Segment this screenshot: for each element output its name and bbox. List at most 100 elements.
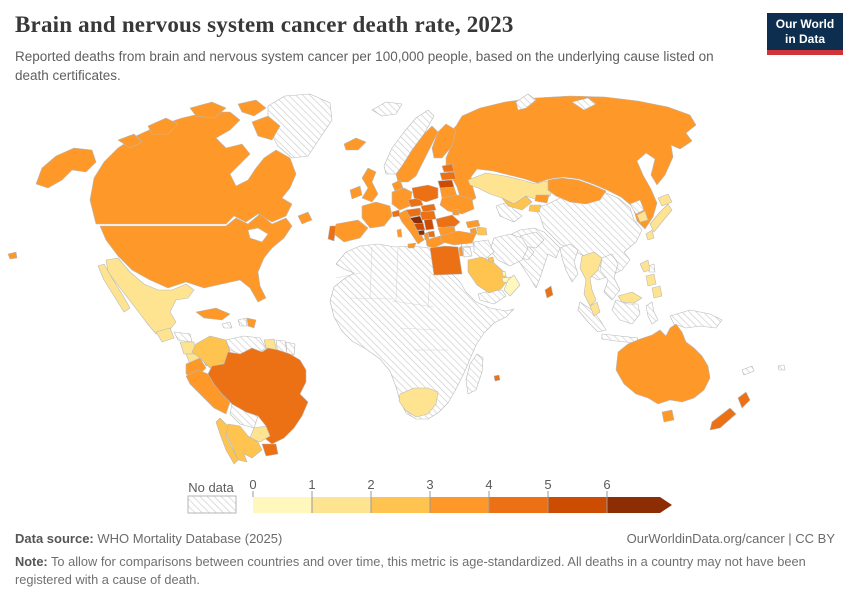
country-tajikistan[interactable] <box>528 204 542 213</box>
country-baffin[interactable] <box>251 115 281 141</box>
country-south-korea[interactable] <box>636 210 649 223</box>
country-new-zealand[interactable] <box>709 391 751 431</box>
country-georgia[interactable] <box>465 219 481 229</box>
country-greenland[interactable] <box>267 93 333 159</box>
country-armenia[interactable] <box>469 227 478 235</box>
country-denmark[interactable] <box>391 179 404 192</box>
world-choropleth-map[interactable] <box>0 90 850 475</box>
country-borneo[interactable] <box>611 299 641 325</box>
legend-color-scale[interactable] <box>253 497 672 513</box>
country-iraq[interactable] <box>473 239 495 261</box>
country-madagascar[interactable] <box>465 353 484 395</box>
country-novaya-zemlya[interactable] <box>515 93 537 111</box>
country-israel[interactable] <box>458 245 464 257</box>
country-finland[interactable] <box>431 123 457 159</box>
country-uruguay[interactable] <box>261 443 279 457</box>
country-brazil[interactable] <box>207 347 309 445</box>
country-java[interactable] <box>601 333 639 344</box>
country-cuba[interactable] <box>195 307 231 321</box>
country-japan[interactable] <box>645 193 673 241</box>
country-kuwait[interactable] <box>487 256 495 263</box>
country-haiti[interactable] <box>237 317 248 327</box>
country-indochina[interactable] <box>599 253 621 301</box>
country-honduras[interactable] <box>173 331 193 343</box>
country-china[interactable] <box>533 187 643 281</box>
country-hungary[interactable] <box>419 210 437 221</box>
country-mauritius[interactable] <box>493 374 501 382</box>
country-malaysia-borneo[interactable] <box>617 291 643 304</box>
country-spain[interactable] <box>333 219 369 243</box>
country-mexico[interactable] <box>105 257 195 335</box>
country-australia[interactable] <box>615 323 711 405</box>
country-canada-arctic[interactable] <box>117 99 267 149</box>
country-norway[interactable] <box>383 109 435 175</box>
country-slovakia[interactable] <box>420 203 437 213</box>
country-lithuania[interactable] <box>437 179 455 189</box>
country-romania[interactable] <box>435 214 461 230</box>
country-french-guiana[interactable] <box>285 341 296 356</box>
country-azerbaijan[interactable] <box>476 226 488 236</box>
country-sicily[interactable] <box>407 242 417 249</box>
country-ukraine[interactable] <box>439 194 475 215</box>
country-uk[interactable] <box>361 167 379 203</box>
country-bosnia[interactable] <box>413 222 426 231</box>
country-moldova[interactable] <box>451 208 460 216</box>
country-jamaica[interactable] <box>221 321 233 329</box>
country-usa[interactable] <box>99 213 293 303</box>
country-philippines[interactable] <box>639 259 663 299</box>
map-legend[interactable]: No data 0 1 2 3 4 5 6 <box>0 476 850 521</box>
country-sri-lanka[interactable] <box>544 285 554 299</box>
country-newfoundland[interactable] <box>297 211 313 225</box>
country-dominican-republic[interactable] <box>246 317 257 329</box>
country-hawaii[interactable] <box>7 251 18 260</box>
country-north-macedonia[interactable] <box>427 230 436 238</box>
country-russia[interactable] <box>445 95 697 230</box>
country-iceland[interactable] <box>343 137 367 151</box>
country-chile[interactable] <box>215 417 239 465</box>
country-new-siberian-islands[interactable] <box>571 97 597 111</box>
country-north-korea[interactable] <box>629 199 645 215</box>
country-paraguay[interactable] <box>249 425 271 443</box>
country-kyrgyzstan[interactable] <box>534 194 550 204</box>
country-new-guinea[interactable] <box>669 309 723 329</box>
country-portugal[interactable] <box>327 225 337 242</box>
country-ireland[interactable] <box>349 185 363 200</box>
country-uzbekistan[interactable] <box>501 195 533 211</box>
country-saudi-arabia[interactable] <box>467 256 509 294</box>
country-greece[interactable] <box>425 235 445 249</box>
country-baja[interactable] <box>97 263 131 313</box>
country-estonia[interactable] <box>441 163 455 173</box>
country-guatemala[interactable] <box>155 327 175 343</box>
country-france[interactable] <box>361 201 393 229</box>
country-new-caledonia[interactable] <box>741 365 755 376</box>
country-tasmania[interactable] <box>661 409 675 423</box>
page-title: Brain and nervous system cancer death ra… <box>15 12 514 37</box>
country-svalbard[interactable] <box>371 101 403 117</box>
credit-link[interactable]: OurWorldinData.org/cancer | CC BY <box>626 531 835 546</box>
country-germany[interactable] <box>391 187 413 211</box>
country-thailand[interactable] <box>579 251 603 307</box>
country-argentina[interactable] <box>225 423 263 463</box>
country-poland[interactable] <box>411 184 439 203</box>
country-sulawesi[interactable] <box>645 301 659 325</box>
country-sweden[interactable] <box>395 125 439 183</box>
country-malaysia[interactable] <box>589 301 601 317</box>
country-jordan[interactable] <box>462 246 473 258</box>
owid-logo[interactable]: Our World in Data <box>767 13 843 55</box>
country-latvia[interactable] <box>439 171 457 181</box>
country-south-africa[interactable] <box>398 387 439 418</box>
data-source-text: WHO Mortality Database (2025) <box>93 531 283 546</box>
country-myanmar[interactable] <box>559 243 579 283</box>
country-serbia[interactable] <box>423 218 435 231</box>
country-croatia[interactable] <box>409 215 425 226</box>
country-qatar[interactable] <box>501 270 507 277</box>
country-turkey[interactable] <box>439 230 477 246</box>
country-alaska[interactable] <box>35 147 97 189</box>
legend-no-data-swatch[interactable] <box>187 495 237 514</box>
country-egypt[interactable] <box>429 245 463 276</box>
country-switzerland[interactable] <box>391 209 401 218</box>
country-sardinia[interactable] <box>396 228 403 238</box>
country-oman[interactable] <box>503 274 521 297</box>
country-fiji[interactable] <box>777 364 786 371</box>
country-mongolia[interactable] <box>547 177 607 205</box>
